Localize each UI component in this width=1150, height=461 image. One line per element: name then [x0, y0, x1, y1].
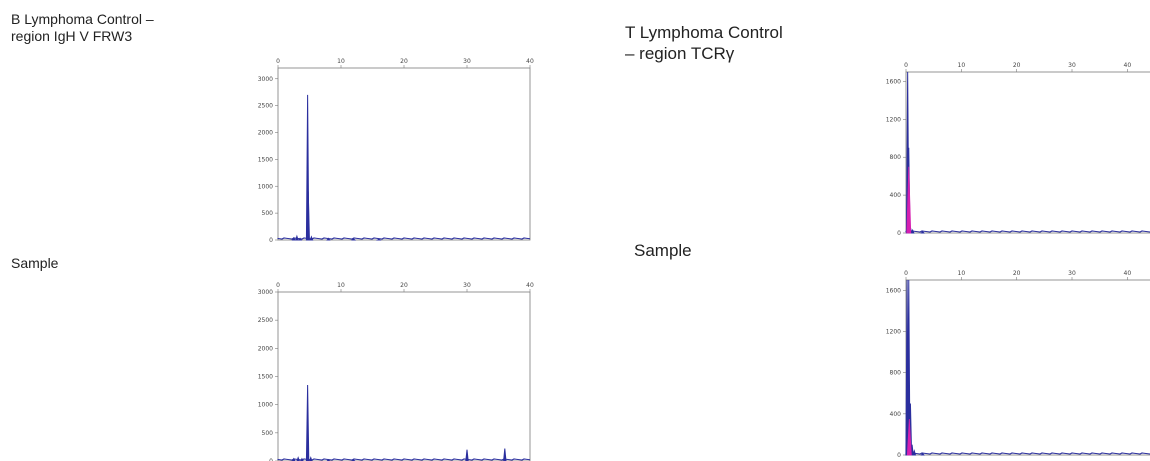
- peak: [305, 384, 310, 461]
- peak: [375, 238, 382, 241]
- peak: [920, 452, 925, 456]
- baseline-trace: [905, 452, 1150, 455]
- peak: [296, 456, 300, 461]
- t-lymphoma-control-electropherogram: 0 10 20 30 40 0 400 800 1200 1600: [880, 52, 1150, 239]
- accent-peak: [906, 418, 912, 456]
- right-control-title: T Lymphoma Control – region TCRγ: [625, 22, 783, 64]
- y-tick-label: 2500: [258, 317, 273, 324]
- peak: [910, 228, 915, 234]
- baseline-trace: [277, 458, 531, 461]
- y-tick-label: 500: [262, 210, 274, 217]
- x-tick-label: 10: [958, 62, 966, 69]
- b-lymphoma-control-plot: 0 10 20 30 40 0 500 1000 1500 2000 2500 3000: [258, 58, 534, 244]
- b-lymphoma-control-electropherogram: 0 10 20 30 40 0 500 1000 1500 2000 2500 3000: [252, 58, 535, 245]
- y-tick-label: 2000: [258, 345, 273, 352]
- x-tick-label: 10: [337, 282, 345, 289]
- right-sample-label: Sample: [634, 241, 692, 260]
- peak: [503, 448, 507, 461]
- t-lymphoma-sample-electropherogram: 0 10 20 30 40 0 400 800 1200 1600: [880, 268, 1150, 461]
- x-tick-label: 30: [463, 282, 471, 289]
- peak: [291, 236, 296, 241]
- x-tick-label: 30: [1068, 270, 1076, 277]
- peak: [920, 230, 925, 234]
- peak: [309, 456, 313, 461]
- peak: [465, 449, 469, 461]
- y-tick-label: 800: [890, 370, 902, 377]
- y-tick-label: 1500: [258, 374, 273, 381]
- x-tick-label: 20: [400, 282, 408, 289]
- x-tick-label: 20: [1013, 270, 1021, 277]
- y-tick-label: 3000: [258, 289, 273, 296]
- peak: [309, 235, 314, 241]
- x-tick-label: 30: [1068, 62, 1076, 69]
- left-sample-label: Sample: [11, 255, 59, 271]
- x-tick-label: 10: [337, 58, 345, 65]
- left-control-title: B Lymphoma Control – region IgH V FRW3: [11, 11, 154, 45]
- b-lymphoma-sample-plot: 0 10 20 30 40 0 500 1000 1500 2000 2500 3000: [258, 282, 534, 461]
- peak: [306, 191, 310, 241]
- right-control-title-line1: T Lymphoma Control: [625, 23, 783, 42]
- left-control-title-line2: region IgH V FRW3: [11, 28, 133, 44]
- y-tick-label: 1000: [258, 402, 273, 409]
- plot-frame: [277, 291, 531, 461]
- x-tick-label: 30: [463, 58, 471, 65]
- peak: [295, 234, 299, 241]
- x-tick-label: 0: [276, 282, 280, 289]
- right-control-title-line2: – region TCRγ: [625, 44, 735, 63]
- b-lymphoma-sample-electropherogram: 0 10 20 30 40 0 500 1000 1500 2000 2500 3000: [252, 280, 535, 461]
- y-tick-label: 2500: [258, 103, 273, 110]
- x-tick-label: 0: [276, 58, 280, 65]
- accent-peak: [906, 166, 912, 234]
- x-tick-label: 20: [400, 58, 408, 65]
- y-tick-label: 1200: [886, 116, 901, 123]
- y-tick-label: 1600: [886, 287, 901, 294]
- y-tick-label: 1500: [258, 156, 273, 163]
- y-tick-label: 0: [269, 237, 273, 244]
- x-tick-label: 0: [904, 270, 908, 277]
- peak: [300, 457, 304, 461]
- baseline-trace: [905, 230, 1150, 233]
- x-tick-label: 40: [1124, 62, 1132, 69]
- y-tick-label: 1600: [886, 78, 901, 85]
- left-control-title-line1: B Lymphoma Control –: [11, 11, 154, 27]
- x-tick-label: 40: [526, 58, 534, 65]
- y-tick-label: 2000: [258, 130, 273, 137]
- peak: [297, 237, 303, 241]
- y-tick-label: 0: [897, 452, 901, 459]
- plot-frame: [905, 279, 1150, 456]
- baseline-trace: [277, 237, 531, 240]
- x-tick-label: 10: [958, 270, 966, 277]
- y-tick-label: 500: [262, 430, 274, 437]
- y-tick-label: 400: [890, 411, 902, 418]
- plot-frame: [905, 71, 1150, 234]
- x-tick-label: 20: [1013, 62, 1021, 69]
- x-tick-label: 0: [904, 62, 908, 69]
- peak: [291, 457, 296, 461]
- y-tick-label: 3000: [258, 76, 273, 83]
- y-tick-label: 1200: [886, 328, 901, 335]
- plot-frame: [277, 67, 531, 241]
- y-tick-label: 0: [269, 458, 273, 461]
- x-tick-label: 40: [526, 282, 534, 289]
- y-tick-label: 800: [890, 154, 902, 161]
- peak: [351, 238, 357, 241]
- y-tick-label: 400: [890, 192, 902, 199]
- x-tick-label: 40: [1124, 270, 1132, 277]
- y-tick-label: 0: [897, 230, 901, 237]
- peak: [912, 449, 917, 456]
- peak: [326, 237, 331, 241]
- y-tick-label: 1000: [258, 183, 273, 190]
